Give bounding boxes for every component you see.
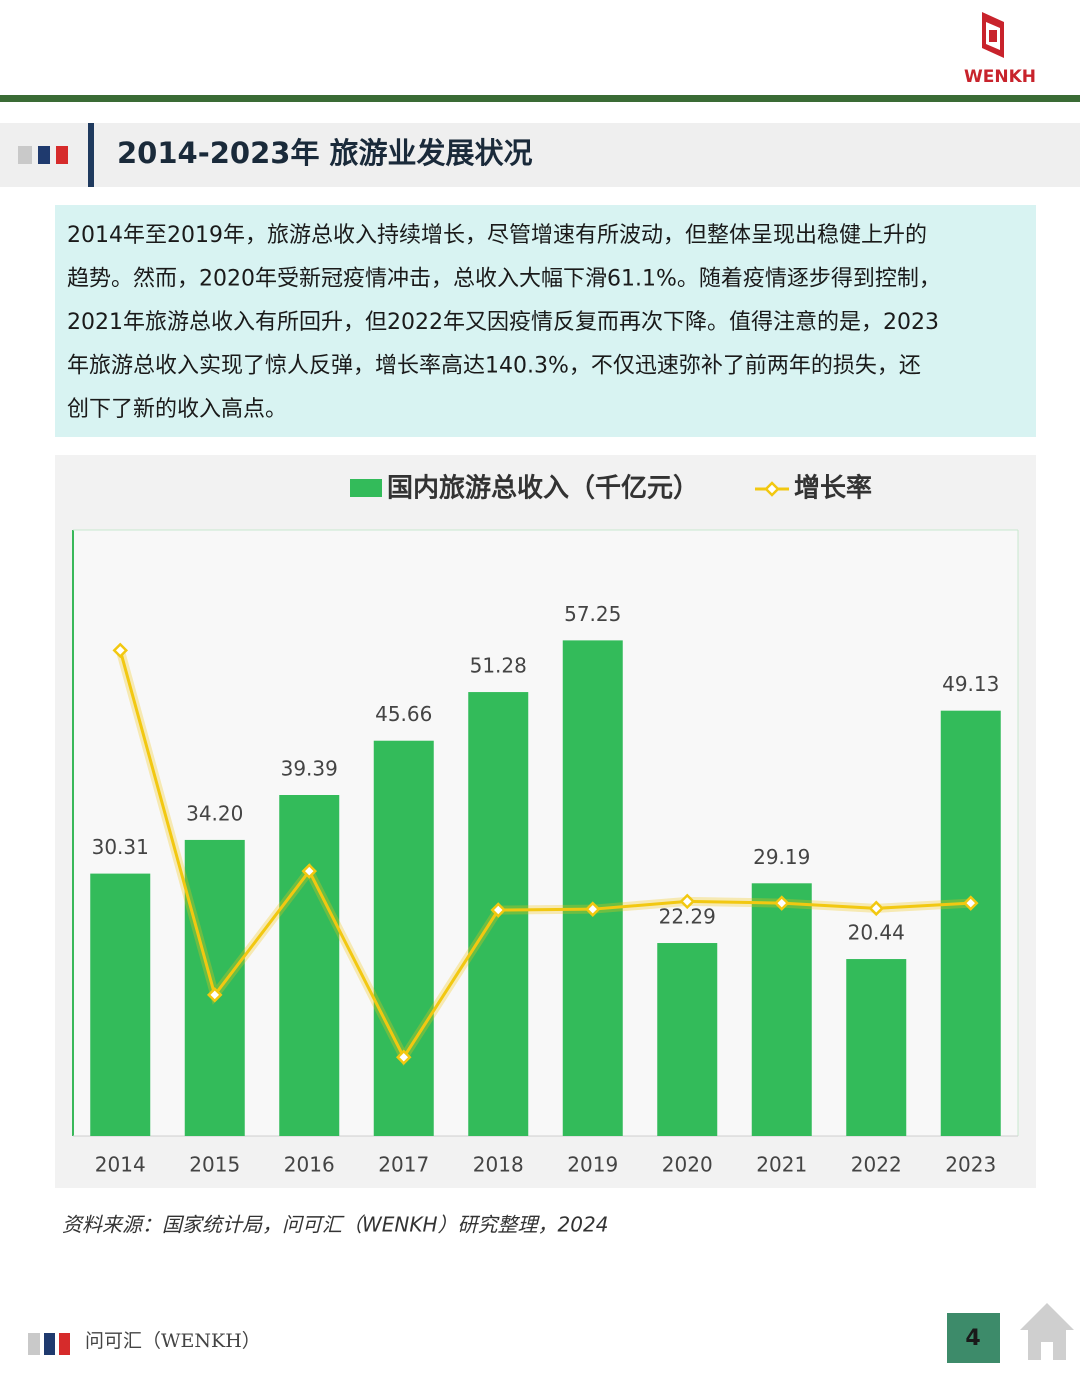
summary-line: 趋势。然而，2020年受新冠疫情冲击，总收入大幅下滑61.1%。随着疫情逐步得到… [67,267,941,292]
x-tick-label: 2023 [945,1153,996,1177]
summary-line: 创下了新的收入高点。 [67,397,287,422]
legend-swatch [350,479,382,497]
line-marker [679,893,696,910]
page-number: 4 [965,1326,980,1351]
line-marker [112,642,129,659]
data-label: 49.13 [942,672,999,696]
x-tick-label: 2020 [662,1153,713,1177]
title-icon [18,146,32,164]
title-icon [56,146,68,164]
logo-text: WENKH [964,67,1036,87]
line-marker [962,895,979,911]
x-tick-label: 2021 [756,1153,807,1177]
line-marker [868,900,885,917]
summary-box [55,205,1036,437]
data-label: 51.28 [470,654,527,678]
summary-line: 年旅游总收入实现了惊人反弹，增长率高达140.3%，不仅迅速弥补了前两年的损失，… [67,354,921,379]
line-marker [301,863,318,879]
x-tick-label: 2017 [378,1153,429,1177]
page-title: 2014-2023年 旅游业发展状况 [117,136,533,170]
footer-icon [28,1333,40,1355]
data-label: 30.31 [92,835,149,859]
page-number-box [947,1313,1000,1363]
bar [562,640,623,1136]
bar [657,943,718,1136]
bar [279,794,340,1136]
bar [940,710,1001,1136]
bar [751,883,812,1136]
home-icon[interactable] [1020,1303,1074,1360]
summary: 2014年至2019年，旅游总收入持续增长，尽管增速有所波动，但整体呈现出稳健上… [67,223,941,422]
data-label: 20.44 [848,921,905,945]
legend: 国内旅游总收入（千亿元） 增长率 [350,473,872,504]
data-label: 34.20 [186,801,243,825]
source-note: 资料来源：国家统计局，问可汇（WENKH）研究整理，2024 [62,1213,608,1237]
line [118,649,971,1061]
data-label: 29.19 [753,845,810,869]
summary-line: 2021年旅游总收入有所回升，但2022年又因疫情反复而再次下降。值得注意的是，… [67,310,939,335]
x-tick-label: 2015 [189,1153,240,1177]
footer-brand: 问可汇（WENKH） [85,1330,261,1352]
footer-icon [59,1333,70,1355]
data-label: 57.25 [564,602,621,626]
logo-icon [982,12,1004,58]
legend-label: 增长率 [794,473,872,504]
x-tick-label: 2019 [567,1153,618,1177]
summary-line: 2014年至2019年，旅游总收入持续增长，尽管增速有所波动，但整体呈现出稳健上… [67,223,927,248]
title-icon [38,146,50,164]
logo-icon [989,30,997,42]
bar [373,740,434,1136]
legend-label: 国内旅游总收入（千亿元） [387,474,699,504]
x-tick-label: 2022 [851,1153,902,1177]
data-label: 45.66 [375,702,432,726]
line-marker [773,895,790,911]
x-tick-label: 2014 [95,1153,146,1177]
x-tick-label: 2016 [284,1153,335,1177]
bar [846,959,907,1136]
chart: 2014 2015 2016 2017 2018 2019 2020 2021 2022 2023… [90,473,1001,1177]
line-marker [490,902,507,918]
x-tick-label: 2018 [473,1153,524,1177]
header-rule [0,95,1080,102]
data-label: 39.39 [281,756,338,780]
logo: WENKH [964,12,1036,87]
line-marker [206,987,223,1003]
line-marker [395,1049,412,1065]
bar [90,873,151,1136]
legend-swatch [764,481,780,497]
line-marker [584,901,601,917]
footer-icon [44,1333,55,1355]
title-band [0,123,1080,187]
title-divider [88,123,94,187]
